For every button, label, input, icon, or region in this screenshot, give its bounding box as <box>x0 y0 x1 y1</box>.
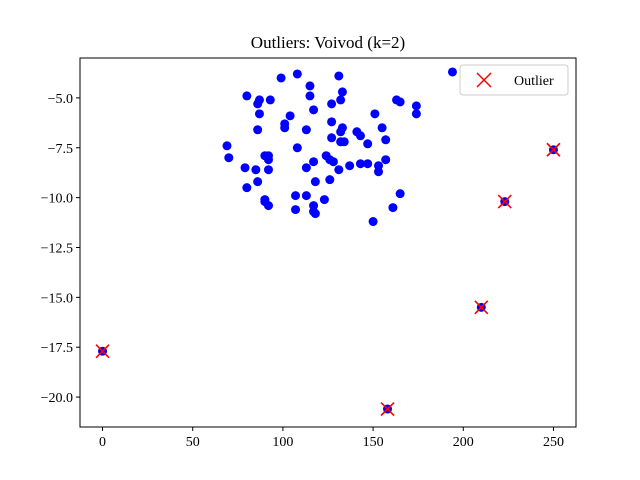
data-point <box>305 81 315 91</box>
data-point <box>285 111 295 121</box>
data-point <box>280 123 290 133</box>
y-tick-label: −10.0 <box>41 192 73 207</box>
data-point <box>253 125 263 135</box>
x-tick-label: 0 <box>99 435 106 450</box>
data-point <box>309 105 319 115</box>
data-point <box>395 97 405 107</box>
outlier-marker <box>546 142 561 157</box>
data-point <box>336 95 346 105</box>
legend: Outlier <box>459 64 569 96</box>
y-tick-label: −12.5 <box>41 241 73 256</box>
data-point <box>310 177 320 187</box>
data-point <box>334 71 344 81</box>
plot-area <box>80 58 576 427</box>
data-point <box>242 91 252 101</box>
legend-marker-outlier <box>476 72 492 88</box>
data-point <box>265 95 275 105</box>
data-point <box>305 91 315 101</box>
data-point <box>368 217 378 227</box>
data-point <box>388 203 398 213</box>
outlier-layer <box>95 142 561 417</box>
y-tick-label: −20.0 <box>41 391 73 406</box>
outlier-marker <box>380 401 395 417</box>
y-axis: −5.0 −7.5 −10.0 −12.5 −15.0 −17.5 −20.0 <box>41 92 80 406</box>
data-point <box>327 117 337 127</box>
data-point <box>253 99 263 109</box>
y-tick-label: −17.5 <box>41 341 73 356</box>
y-tick-label: −7.5 <box>48 142 73 157</box>
data-point <box>319 195 329 205</box>
data-point <box>363 159 373 169</box>
data-point <box>374 167 384 177</box>
plot-frame <box>79 57 577 428</box>
x-tick-label: 150 <box>363 435 384 450</box>
data-point <box>334 165 344 175</box>
points-layer <box>98 67 558 414</box>
data-point <box>291 205 301 215</box>
x-tick-label: 100 <box>272 435 293 450</box>
legend-label-outlier: Outlier <box>514 74 554 89</box>
data-point <box>292 143 302 153</box>
data-point <box>260 197 270 207</box>
data-point <box>395 189 405 199</box>
data-point <box>381 135 391 145</box>
outlier-marker <box>95 344 110 359</box>
data-point <box>345 161 355 171</box>
data-point <box>327 99 337 109</box>
data-point <box>242 183 252 193</box>
data-point <box>301 191 311 201</box>
data-point <box>276 73 286 83</box>
data-point <box>309 157 319 167</box>
chart-title: Outliers: Voivod (k=2) <box>251 33 405 52</box>
data-point <box>325 175 335 185</box>
data-point <box>336 127 346 137</box>
data-point <box>251 165 261 175</box>
data-point <box>325 155 335 165</box>
data-point <box>411 101 421 111</box>
x-axis: 0 50 100 150 200 250 <box>99 427 564 450</box>
data-point <box>411 109 421 119</box>
data-point <box>254 109 264 119</box>
data-point <box>363 139 373 149</box>
x-tick-label: 50 <box>186 435 200 450</box>
data-point <box>301 163 311 173</box>
data-point <box>292 69 302 79</box>
data-point <box>301 125 311 135</box>
legend-box <box>459 64 569 96</box>
data-point <box>370 109 380 119</box>
data-point <box>327 133 337 143</box>
data-point <box>447 67 457 77</box>
data-point <box>310 209 320 219</box>
data-point <box>240 163 250 173</box>
data-point <box>253 177 263 187</box>
data-point <box>377 123 387 133</box>
x-tick-label: 250 <box>543 435 564 450</box>
data-point <box>224 153 234 163</box>
y-tick-label: −5.0 <box>48 92 73 107</box>
data-point <box>355 159 365 169</box>
data-point <box>381 155 391 165</box>
x-tick-label: 200 <box>453 435 474 450</box>
data-point <box>263 165 273 175</box>
data-point <box>222 141 232 151</box>
data-point <box>263 151 273 161</box>
data-point <box>355 131 365 141</box>
outlier-marker <box>497 194 512 209</box>
data-point <box>336 137 346 147</box>
outlier-marker <box>474 300 489 315</box>
y-tick-label: −15.0 <box>41 291 73 306</box>
data-point <box>337 87 347 97</box>
data-point <box>291 191 301 201</box>
